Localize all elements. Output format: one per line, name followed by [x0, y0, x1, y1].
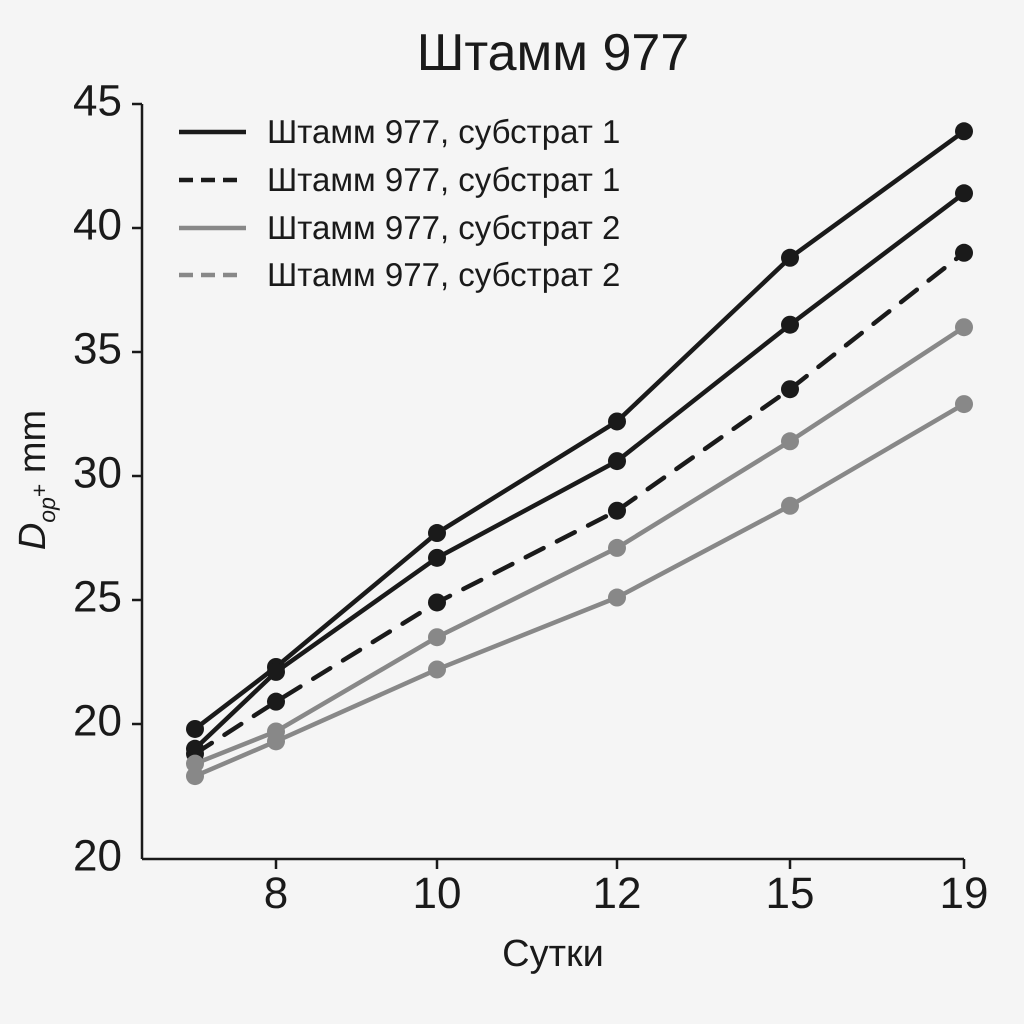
svg-text:19: 19: [940, 869, 989, 918]
svg-text:25: 25: [73, 573, 122, 622]
svg-text:Штамм 977, субстрат 1: Штамм 977, субстрат 1: [267, 113, 620, 150]
svg-text:45: 45: [73, 77, 122, 126]
svg-text:20: 20: [73, 697, 122, 746]
svg-text:Штамм 977, субстрат 2: Штамм 977, субстрат 2: [267, 256, 620, 293]
svg-text:12: 12: [593, 869, 642, 918]
svg-text:10: 10: [413, 869, 462, 918]
svg-text:Штамм 977, субстрат 1: Штамм 977, субстрат 1: [267, 161, 620, 198]
svg-text:40: 40: [73, 201, 122, 250]
svg-text:30: 30: [73, 449, 122, 498]
svg-text:Сутки: Сутки: [502, 933, 604, 975]
svg-text:Штамм 977, субстрат 2: Штамм 977, субстрат 2: [267, 209, 620, 246]
svg-text:Штамм 977: Штамм 977: [417, 24, 690, 82]
svg-text:20: 20: [73, 832, 122, 881]
svg-text:8: 8: [264, 869, 288, 918]
svg-text:35: 35: [73, 325, 122, 374]
svg-text:Dop+ mm: Dop+ mm: [12, 410, 60, 550]
svg-text:15: 15: [766, 869, 815, 918]
